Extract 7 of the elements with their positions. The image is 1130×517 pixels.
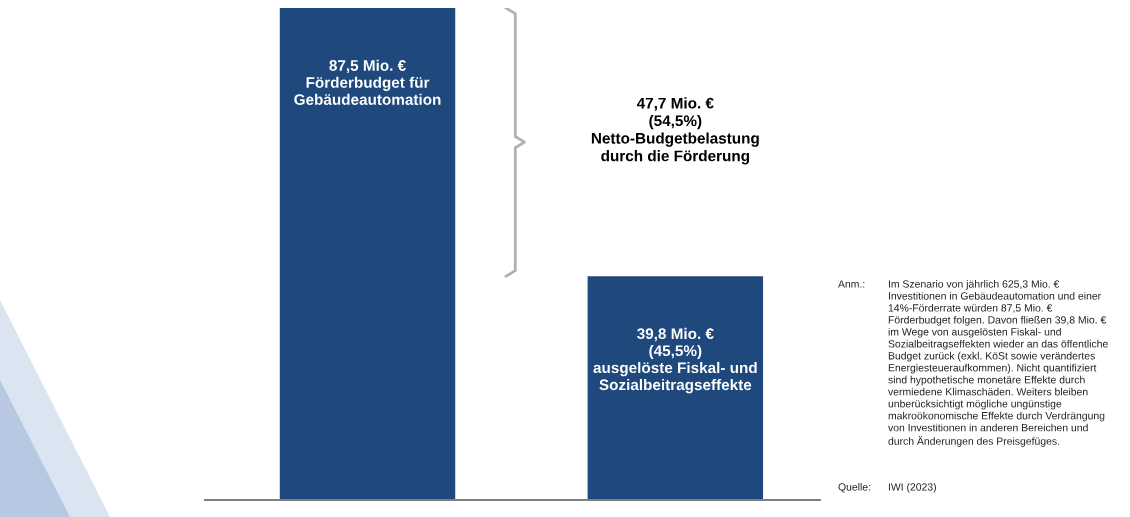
data-label: 39,8 Mio. € (45,5%) ausgelöste Fiskal- und Sozialbeitragseffekte: [593, 327, 757, 394]
data-label: 87,5 Mio. € Förderbudget für Gebäudeautomation: [294, 59, 441, 105]
text: Im Szenario von jährlich 625,3 Mio. € Investitionen in Gebäudeautomation und einer 14%-Förderrate würden 87,5 Mio. € Förderbudget folgen. Davon fließen 39,8 Mio. € im Wege von ausgelösten Fiskal- und Sozialbeitragseffekten wieder an das öffentliche Budget zurück (exkl. KöSt sowie verändertes Energiesteueraufkommen). Nicht quantifiziert sind hypothetische monetäre Effekte durch vermiedene Klimaschäden. Weiters bleiben unberücksichtigt mögliche ungünstige makroökonomische Effekte durch Verdrängung von Investitionen in anderen Bereichen und durch Änderungen des Preisgefüges.: [888, 280, 1108, 447]
text: IWI (2023): [888, 483, 936, 493]
annotation: 47,7 Mio. € (54,5%) Netto-Budgetbelastung durch die Förderung: [591, 97, 759, 165]
source-note: Quelle:: [838, 483, 871, 493]
text: Anm.:: [838, 280, 865, 288]
